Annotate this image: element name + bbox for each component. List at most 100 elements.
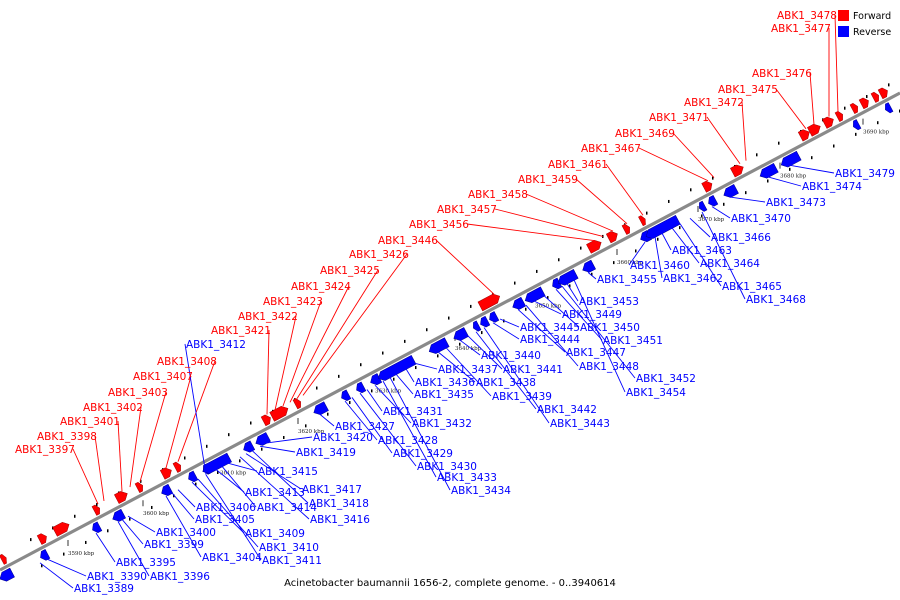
forward-gene-arrow[interactable]: [36, 532, 49, 545]
forward-gene-arrow[interactable]: [586, 238, 603, 254]
reverse-gene-label[interactable]: ABK1_3439: [492, 391, 552, 403]
forward-gene-label[interactable]: ABK1_3401: [60, 416, 120, 428]
reverse-gene-label[interactable]: ABK1_3436: [415, 377, 475, 389]
reverse-gene-label[interactable]: ABK1_3452: [636, 373, 696, 385]
forward-gene-label[interactable]: ABK1_3469: [615, 128, 675, 140]
reverse-gene-label[interactable]: ABK1_3390: [87, 571, 147, 583]
forward-gene-label[interactable]: ABK1_3421: [211, 325, 271, 337]
reverse-gene-label[interactable]: ABK1_3418: [309, 498, 369, 510]
forward-gene-arrow[interactable]: [114, 489, 129, 504]
reverse-gene-arrow[interactable]: [883, 102, 894, 115]
reverse-gene-arrow[interactable]: [38, 549, 51, 562]
forward-gene-arrow[interactable]: [730, 163, 745, 178]
forward-gene-label[interactable]: ABK1_3403: [108, 387, 168, 399]
reverse-gene-label[interactable]: ABK1_3420: [313, 432, 373, 444]
reverse-gene-arrow[interactable]: [376, 354, 417, 383]
forward-gene-arrow[interactable]: [260, 413, 273, 427]
forward-gene-label[interactable]: ABK1_3458: [468, 189, 528, 201]
reverse-gene-arrow[interactable]: [451, 327, 469, 343]
forward-gene-label[interactable]: ABK1_3402: [83, 402, 143, 414]
forward-gene-arrow[interactable]: [52, 520, 72, 537]
reverse-gene-arrow[interactable]: [339, 389, 352, 403]
reverse-gene-label[interactable]: ABK1_3466: [711, 232, 771, 244]
reverse-gene-arrow[interactable]: [758, 162, 779, 180]
forward-gene-label[interactable]: ABK1_3456: [409, 219, 469, 231]
reverse-gene-label[interactable]: ABK1_3454: [626, 387, 686, 399]
reverse-gene-label[interactable]: ABK1_3435: [414, 389, 474, 401]
forward-gene-label[interactable]: ABK1_3457: [437, 204, 497, 216]
reverse-gene-arrow[interactable]: [580, 259, 596, 274]
reverse-gene-arrow[interactable]: [311, 401, 329, 417]
forward-gene-label[interactable]: ABK1_3459: [518, 174, 578, 186]
forward-gene-label[interactable]: ABK1_3398: [37, 431, 97, 443]
forward-gene-label[interactable]: ABK1_3426: [349, 249, 409, 261]
reverse-gene-label[interactable]: ABK1_3470: [731, 213, 791, 225]
forward-gene-arrow[interactable]: [605, 229, 620, 244]
reverse-gene-arrow[interactable]: [478, 315, 491, 329]
reverse-gene-arrow[interactable]: [253, 432, 271, 447]
reverse-gene-label[interactable]: ABK1_3415: [258, 466, 318, 478]
reverse-gene-label[interactable]: ABK1_3416: [310, 514, 370, 526]
forward-gene-label[interactable]: ABK1_3476: [752, 68, 812, 80]
forward-gene-label[interactable]: ABK1_3408: [157, 356, 217, 368]
forward-gene-arrow[interactable]: [834, 110, 845, 122]
reverse-gene-label[interactable]: ABK1_3431: [383, 406, 443, 418]
forward-gene-label[interactable]: ABK1_3425: [320, 265, 380, 277]
reverse-gene-label[interactable]: ABK1_3399: [144, 539, 204, 551]
forward-gene-arrow[interactable]: [0, 553, 9, 565]
reverse-gene-arrow[interactable]: [550, 277, 563, 291]
forward-gene-label[interactable]: ABK1_3423: [263, 296, 323, 308]
reverse-gene-label[interactable]: ABK1_3462: [663, 273, 723, 285]
reverse-gene-label[interactable]: ABK1_3411: [262, 555, 322, 567]
reverse-gene-label[interactable]: ABK1_3414: [257, 502, 317, 514]
reverse-gene-label[interactable]: ABK1_3432: [412, 418, 472, 430]
forward-gene-arrow[interactable]: [159, 466, 174, 480]
reverse-gene-label[interactable]: ABK1_3417: [302, 484, 362, 496]
reverse-gene-label[interactable]: ABK1_3427: [335, 421, 395, 433]
reverse-gene-arrow[interactable]: [200, 452, 232, 476]
reverse-gene-label[interactable]: ABK1_3441: [503, 364, 563, 376]
forward-gene-arrow[interactable]: [701, 179, 715, 193]
forward-gene-label[interactable]: ABK1_3446: [378, 235, 438, 247]
reverse-gene-label[interactable]: ABK1_3406: [196, 502, 256, 514]
reverse-gene-label[interactable]: ABK1_3460: [630, 260, 690, 272]
forward-gene-arrow[interactable]: [477, 292, 502, 312]
reverse-gene-arrow[interactable]: [0, 567, 15, 583]
reverse-gene-label[interactable]: ABK1_3451: [603, 335, 663, 347]
reverse-gene-label[interactable]: ABK1_3465: [722, 281, 782, 293]
forward-gene-arrow[interactable]: [269, 404, 291, 422]
reverse-gene-arrow[interactable]: [644, 214, 681, 241]
forward-gene-arrow[interactable]: [807, 122, 822, 137]
forward-gene-arrow[interactable]: [797, 128, 812, 142]
reverse-gene-arrow[interactable]: [90, 521, 103, 535]
reverse-gene-label[interactable]: ABK1_3455: [597, 274, 657, 286]
reverse-gene-label[interactable]: ABK1_3419: [296, 447, 356, 459]
forward-gene-arrow[interactable]: [821, 115, 836, 129]
forward-gene-label[interactable]: ABK1_3422: [238, 311, 298, 323]
reverse-gene-label[interactable]: ABK1_3453: [579, 296, 639, 308]
reverse-gene-label[interactable]: ABK1_3442: [537, 404, 597, 416]
reverse-gene-label[interactable]: ABK1_3479: [835, 168, 895, 180]
forward-gene-label[interactable]: ABK1_3472: [684, 97, 744, 109]
reverse-gene-label[interactable]: ABK1_3468: [746, 294, 806, 306]
reverse-gene-label[interactable]: ABK1_3464: [700, 258, 760, 270]
reverse-gene-label[interactable]: ABK1_3473: [766, 197, 826, 209]
reverse-gene-label[interactable]: ABK1_3405: [195, 514, 255, 526]
forward-gene-label[interactable]: ABK1_3424: [291, 281, 351, 293]
reverse-gene-arrow[interactable]: [556, 269, 579, 287]
forward-gene-label[interactable]: ABK1_3477: [771, 23, 831, 35]
forward-gene-label[interactable]: ABK1_3475: [718, 84, 778, 96]
reverse-gene-label[interactable]: ABK1_3395: [116, 557, 176, 569]
reverse-gene-label[interactable]: ABK1_3409: [245, 528, 305, 540]
reverse-gene-arrow[interactable]: [186, 470, 199, 484]
reverse-gene-arrow[interactable]: [487, 311, 500, 324]
reverse-gene-arrow[interactable]: [368, 373, 383, 387]
reverse-gene-label[interactable]: ABK1_3443: [550, 418, 610, 430]
reverse-gene-arrow[interactable]: [697, 200, 708, 213]
forward-gene-arrow[interactable]: [849, 102, 860, 115]
reverse-gene-arrow[interactable]: [779, 150, 802, 169]
reverse-gene-label[interactable]: ABK1_3413: [245, 487, 305, 499]
forward-gene-label[interactable]: ABK1_3478: [777, 10, 837, 22]
reverse-gene-label[interactable]: ABK1_3448: [579, 361, 639, 373]
reverse-gene-arrow[interactable]: [851, 119, 862, 131]
